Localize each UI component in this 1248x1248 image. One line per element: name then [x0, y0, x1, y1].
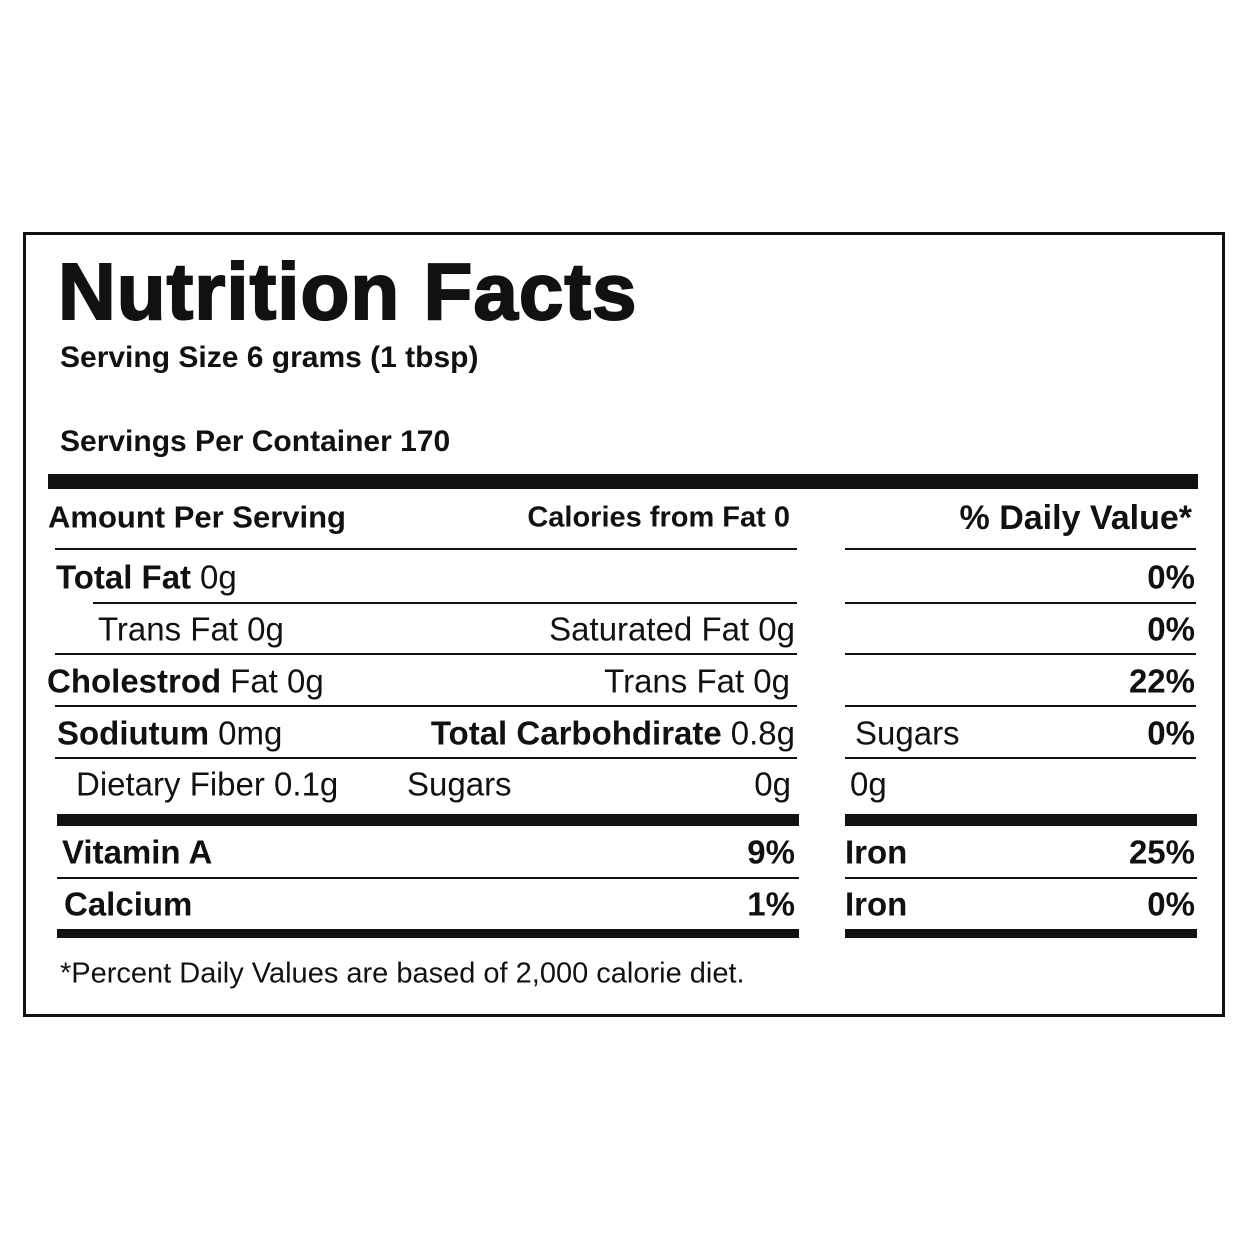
nutrient: Cholestrod Fat 0g: [47, 665, 324, 698]
vitamin-value: 9%: [747, 833, 795, 871]
vitamin-value: 1%: [747, 885, 795, 923]
nutrient-middle: Sugars: [407, 765, 512, 803]
thick-rule: [57, 929, 799, 938]
right-label: 0g: [850, 765, 887, 803]
nutrient-name: Total Carbohdirate: [430, 714, 722, 752]
vitamin-value: 0%: [1147, 885, 1195, 923]
daily-value-header: % Daily Value*: [959, 499, 1192, 537]
daily-value: 0%: [1147, 610, 1195, 648]
daily-value: 0%: [1147, 558, 1195, 596]
amount-per-serving: Amount Per Serving: [48, 499, 346, 535]
vitamin-name: Calcium: [64, 885, 193, 923]
daily-value: 22%: [1128, 662, 1195, 700]
nutrient-amount: 0g: [200, 558, 237, 596]
nutrient-name: Cholestrod: [47, 662, 222, 700]
rule: [57, 877, 799, 879]
nutrient: Trans Fat 0g: [98, 610, 284, 648]
nutrient-amount: 0mg: [218, 714, 283, 752]
rule: [845, 548, 1196, 550]
nutrient-middle: Saturated Fat 0g: [549, 610, 795, 648]
thick-rule: [845, 929, 1197, 938]
nutrient-middle: Trans Fat 0g: [604, 662, 790, 700]
nutrient: Sodiutum 0mg: [57, 717, 282, 750]
thick-rule: [48, 474, 1198, 489]
rule: [55, 548, 797, 550]
nutrient-middle-amount: 0g: [754, 765, 791, 803]
nutrient-name: Total Fat: [56, 558, 192, 596]
vitamin-name: Iron: [845, 833, 908, 871]
nutrient-middle: Total Carbohdirate 0.8g: [431, 717, 795, 750]
rule: [55, 705, 797, 707]
nutrient: Dietary Fiber 0.1g: [76, 765, 339, 803]
nutrient-name: Sodiutum: [57, 714, 210, 752]
right-label: Sugars: [855, 714, 960, 752]
rule: [845, 653, 1196, 655]
nutrient-amount: Fat 0g: [230, 662, 324, 700]
calories-from-fat: Calories from Fat 0: [527, 501, 790, 534]
nutrient-amount: 0.8g: [730, 714, 795, 752]
vitamin-value: 25%: [1128, 833, 1195, 871]
rule: [55, 653, 797, 655]
rule: [93, 602, 797, 604]
nutrient: Total Fat 0g: [56, 561, 237, 594]
rule: [845, 602, 1196, 604]
thick-rule: [57, 814, 799, 826]
title: Nutrition Facts: [57, 247, 638, 336]
vitamin-name: Vitamin A: [62, 833, 213, 871]
rule: [55, 757, 797, 759]
rule: [845, 705, 1196, 707]
vitamin-name: Iron: [845, 885, 908, 923]
daily-value: 0%: [1147, 714, 1195, 752]
thick-rule: [845, 814, 1197, 826]
footnote: *Percent Daily Values are based of 2,000…: [60, 957, 745, 990]
rule: [845, 877, 1197, 879]
label-border: [23, 232, 1225, 1017]
rule: [845, 757, 1196, 759]
servings-per-container: Servings Per Container 170: [60, 425, 451, 458]
serving-size: Serving Size 6 grams (1 tbsp): [60, 341, 479, 374]
